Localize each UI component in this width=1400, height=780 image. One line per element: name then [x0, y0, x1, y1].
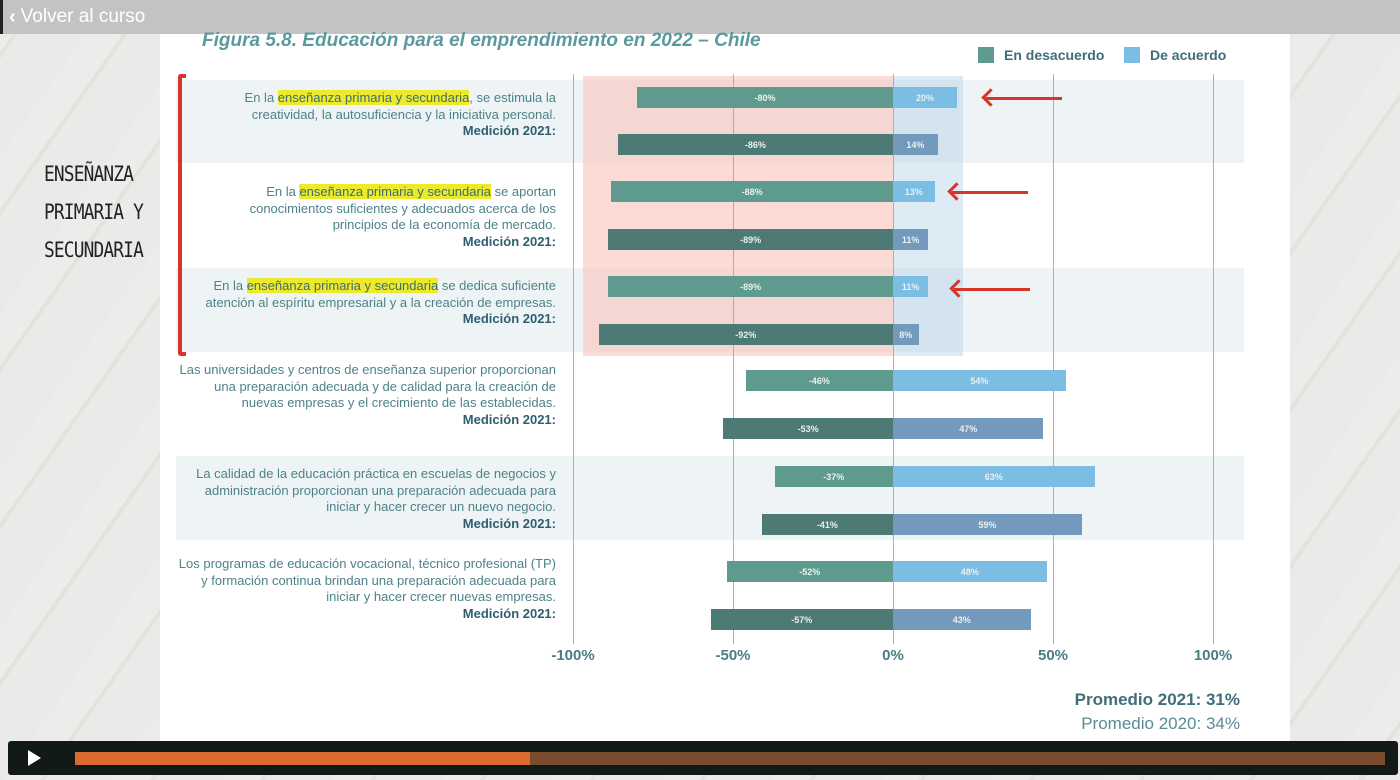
agree-highlight — [893, 76, 963, 356]
bar-disagree-2022: -46% — [745, 370, 893, 391]
chart-title: Figura 5.8. Educación para el emprendimi… — [202, 30, 761, 51]
bar-disagree-2022: -89% — [608, 276, 893, 297]
label-text: En la — [266, 184, 300, 199]
bar-agree-2021: 59% — [893, 514, 1082, 535]
legend-swatch — [978, 47, 994, 63]
bar-agree-2021: 47% — [893, 418, 1044, 439]
x-tick-label: 0% — [882, 647, 904, 664]
bar-agree-2022: 48% — [893, 561, 1047, 582]
bar-disagree-2021: -53% — [723, 418, 893, 439]
label-text: se aportan conocimientos suficientes y a… — [249, 184, 556, 232]
measure-label: Medición 2021: — [462, 411, 556, 427]
bar-agree-2021: 11% — [893, 229, 929, 250]
progress-bar[interactable] — [75, 752, 1385, 765]
highlighted-text: enseñanza primaria y secundaria — [246, 278, 439, 293]
bar-disagree-2021: -41% — [761, 514, 893, 535]
label-text: se dedica suficiente atención al espírit… — [205, 278, 556, 310]
plot-area: -100% -50% 0% 50% 100% En la enseñanza primar… — [160, 34, 1290, 734]
label-text: La calidad de la educación práctica en e… — [196, 466, 556, 514]
back-to-course-button[interactable]: ‹ Volver al curso — [0, 0, 1400, 34]
label-text: , se estimula la creatividad, la autosuf… — [251, 90, 556, 122]
bar-agree-2022: 54% — [893, 370, 1066, 391]
red-arrow-icon — [954, 288, 1030, 291]
play-icon[interactable] — [28, 750, 41, 766]
gridline — [573, 74, 574, 644]
average-2021: Promedio 2021: 31% — [1074, 690, 1240, 709]
legend-label: En desacuerdo — [1004, 47, 1105, 63]
bar-agree-2022: 20% — [893, 87, 957, 108]
bar-agree-2021: 14% — [893, 134, 938, 155]
bar-agree-2021: 43% — [893, 609, 1031, 630]
label-text: Las universidades y centros de enseñanza… — [179, 362, 556, 410]
x-tick-label: 100% — [1193, 647, 1233, 664]
red-arrow-icon — [952, 191, 1028, 194]
chevron-left-icon: ‹ — [9, 5, 16, 28]
back-label: Volver al curso — [20, 6, 146, 27]
bar-disagree-2021: -86% — [617, 134, 893, 155]
bar-agree-2021: 8% — [893, 324, 919, 345]
bar-disagree-2021: -92% — [598, 324, 893, 345]
item-label: La calidad de la educación práctica en e… — [174, 466, 556, 532]
item-label: En la enseñanza primaria y secundaria se… — [200, 184, 556, 250]
item-label: Los programas de educación vocacional, t… — [174, 556, 556, 622]
bar-disagree-2021: -89% — [608, 229, 893, 250]
measure-label: Medición 2021: — [462, 605, 556, 621]
item-label: En la enseñanza primaria y secundaria se… — [200, 278, 556, 328]
gridline — [1053, 74, 1054, 644]
label-text: En la — [244, 90, 278, 105]
bar-disagree-2022: -37% — [774, 466, 893, 487]
progress-fill — [75, 752, 530, 765]
bar-agree-2022: 11% — [893, 276, 929, 297]
legend-label: De acuerdo — [1150, 47, 1227, 63]
label-text: En la — [213, 278, 247, 293]
gridline — [893, 74, 894, 644]
annotation-line: PRIMARIA Y — [44, 200, 144, 224]
red-arrow-icon — [986, 97, 1062, 100]
legend-agree: De acuerdo — [1124, 47, 1226, 63]
item-label: En la enseñanza primaria y secundaria, s… — [200, 90, 556, 140]
video-frame-chart: Figura 5.8. Educación para el emprendimi… — [160, 30, 1290, 744]
x-tick-label: -100% — [551, 647, 595, 664]
bar-disagree-2022: -80% — [637, 87, 893, 108]
measure-label: Medición 2021: — [462, 311, 556, 326]
annotation-line: ENSEÑANZA — [44, 162, 134, 186]
x-tick-label: 50% — [1037, 647, 1069, 664]
highlighted-text: enseñanza primaria y secundaria — [299, 184, 491, 199]
handwritten-annotation: ENSEÑANZA PRIMARIA Y SECUNDARIA — [44, 155, 144, 269]
legend-disagree: En desacuerdo — [978, 47, 1104, 63]
gridline — [1213, 74, 1214, 644]
x-tick-label: -50% — [715, 647, 751, 664]
bar-agree-2022: 63% — [893, 466, 1095, 487]
average-2020: Promedio 2020: 34% — [1081, 714, 1240, 733]
red-bracket — [178, 74, 186, 356]
measure-label: Medición 2021: — [462, 233, 556, 249]
gridline — [733, 74, 734, 644]
label-text: Los programas de educación vocacional, t… — [178, 556, 556, 604]
bar-disagree-2022: -88% — [611, 181, 893, 202]
highlighted-text: enseñanza primaria y secundaria — [277, 90, 470, 105]
measure-label: Medición 2021: — [462, 515, 556, 531]
item-label: Las universidades y centros de enseñanza… — [174, 362, 556, 428]
bar-agree-2022: 13% — [893, 181, 935, 202]
annotation-line: SECUNDARIA — [44, 238, 144, 262]
measure-label: Medición 2021: — [462, 123, 556, 138]
legend-swatch — [1124, 47, 1140, 63]
disagree-highlight — [582, 76, 893, 356]
video-player-controls — [8, 741, 1398, 775]
bar-disagree-2022: -52% — [726, 561, 893, 582]
bar-disagree-2021: -57% — [710, 609, 893, 630]
